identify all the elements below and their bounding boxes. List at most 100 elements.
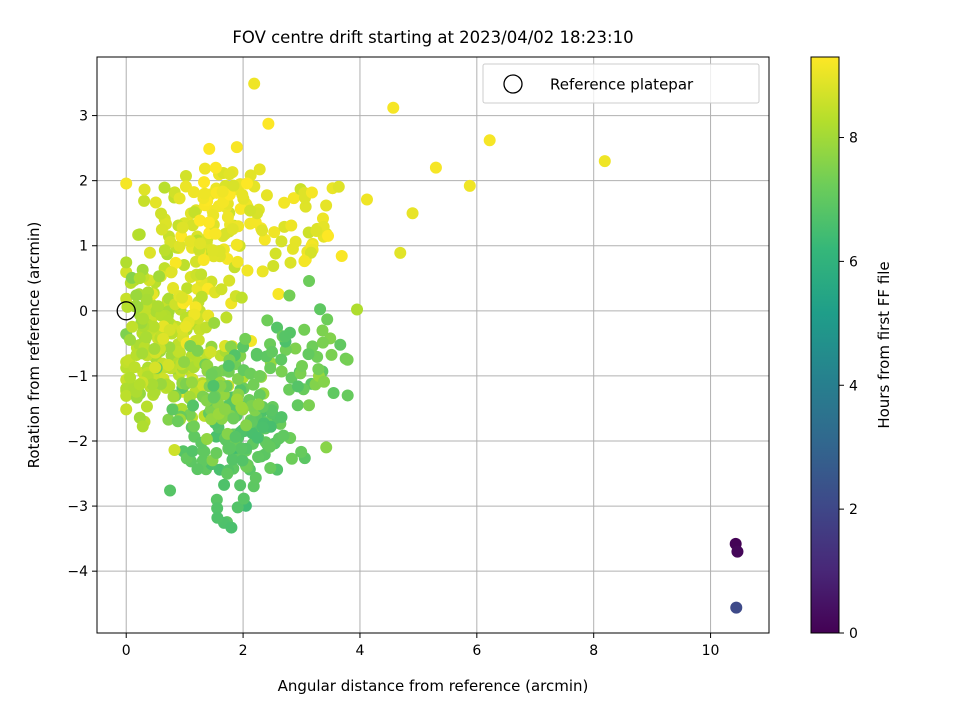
data-point <box>244 204 257 217</box>
data-point <box>191 344 204 357</box>
data-point <box>298 323 311 336</box>
data-point <box>200 432 213 445</box>
data-point <box>302 399 315 412</box>
data-point <box>275 353 288 366</box>
data-point <box>260 189 273 202</box>
data-point <box>235 442 248 455</box>
data-point <box>341 389 354 402</box>
legend-entry-reference: Reference platepar <box>550 76 694 94</box>
data-point <box>165 266 178 279</box>
y-axis-label: Rotation from reference (arcmin) <box>25 222 43 469</box>
data-point <box>152 300 165 313</box>
y-axis-ticks: −4 −3 −2 −1 0 1 2 3 <box>67 109 97 580</box>
data-point <box>184 235 197 248</box>
data-point <box>235 401 248 414</box>
data-point <box>133 378 146 391</box>
data-point <box>203 142 216 155</box>
data-point <box>179 169 192 182</box>
data-point <box>234 479 247 492</box>
data-point <box>202 216 215 229</box>
data-point <box>120 177 133 190</box>
x-tick-label: 4 <box>355 643 364 659</box>
data-point <box>320 441 333 454</box>
data-point <box>278 196 291 209</box>
data-point <box>256 421 269 434</box>
data-point <box>158 181 171 194</box>
data-point <box>285 371 298 384</box>
data-point <box>258 233 271 246</box>
x-tick-label: 6 <box>472 643 481 659</box>
data-point <box>204 346 217 359</box>
legend-box <box>482 63 760 104</box>
data-point <box>236 454 249 467</box>
data-point <box>226 453 239 466</box>
data-point <box>387 101 400 114</box>
data-point <box>138 183 151 196</box>
y-tick-label: 0 <box>79 304 88 320</box>
data-point <box>162 413 175 426</box>
data-point <box>218 403 231 416</box>
data-point <box>247 378 260 391</box>
data-point <box>275 411 288 424</box>
data-point <box>140 331 153 344</box>
data-point <box>295 445 308 458</box>
data-point <box>176 221 189 234</box>
data-point <box>334 338 347 351</box>
data-point <box>230 141 243 154</box>
colorbar-label: Hours from first FF file <box>875 261 893 428</box>
data-point <box>263 440 276 453</box>
data-point <box>302 348 315 361</box>
data-point <box>168 443 181 456</box>
data-point <box>205 368 218 381</box>
data-point <box>173 192 186 205</box>
data-point <box>209 161 222 174</box>
data-point <box>304 246 317 259</box>
data-points <box>120 77 744 614</box>
y-tick-label: 3 <box>79 109 88 125</box>
data-point <box>285 452 298 465</box>
data-point <box>131 300 144 313</box>
data-point <box>210 446 223 459</box>
data-point <box>224 442 237 455</box>
data-point <box>157 332 170 345</box>
data-point <box>169 256 182 269</box>
data-point <box>268 226 281 239</box>
data-point <box>148 342 161 355</box>
data-point <box>191 463 204 476</box>
data-point <box>198 187 211 200</box>
data-point <box>251 431 264 444</box>
y-tick-label: 1 <box>79 239 88 255</box>
data-point <box>207 391 220 404</box>
data-point <box>198 162 211 175</box>
data-point <box>237 492 250 505</box>
data-point <box>316 324 329 337</box>
data-point <box>193 214 206 227</box>
data-point <box>253 163 266 176</box>
data-point <box>220 311 233 324</box>
data-point <box>221 211 234 224</box>
data-point <box>283 326 296 339</box>
data-point <box>178 356 191 369</box>
data-point <box>241 177 254 190</box>
data-point <box>173 240 186 253</box>
data-point <box>155 207 168 220</box>
data-point <box>239 332 252 345</box>
data-point <box>285 219 298 232</box>
data-point <box>206 244 219 257</box>
data-point <box>231 255 244 268</box>
data-point <box>164 484 177 497</box>
data-point <box>287 192 300 205</box>
data-point <box>197 254 210 267</box>
data-point <box>209 227 222 240</box>
data-point <box>211 502 224 515</box>
data-point <box>210 493 223 506</box>
colorbar-tick-label: 6 <box>849 254 858 270</box>
data-point <box>318 375 331 388</box>
data-point <box>163 323 176 336</box>
data-point <box>252 451 265 464</box>
data-point <box>218 478 231 491</box>
data-point <box>186 445 199 458</box>
data-point <box>171 415 184 428</box>
data-point <box>192 334 205 347</box>
